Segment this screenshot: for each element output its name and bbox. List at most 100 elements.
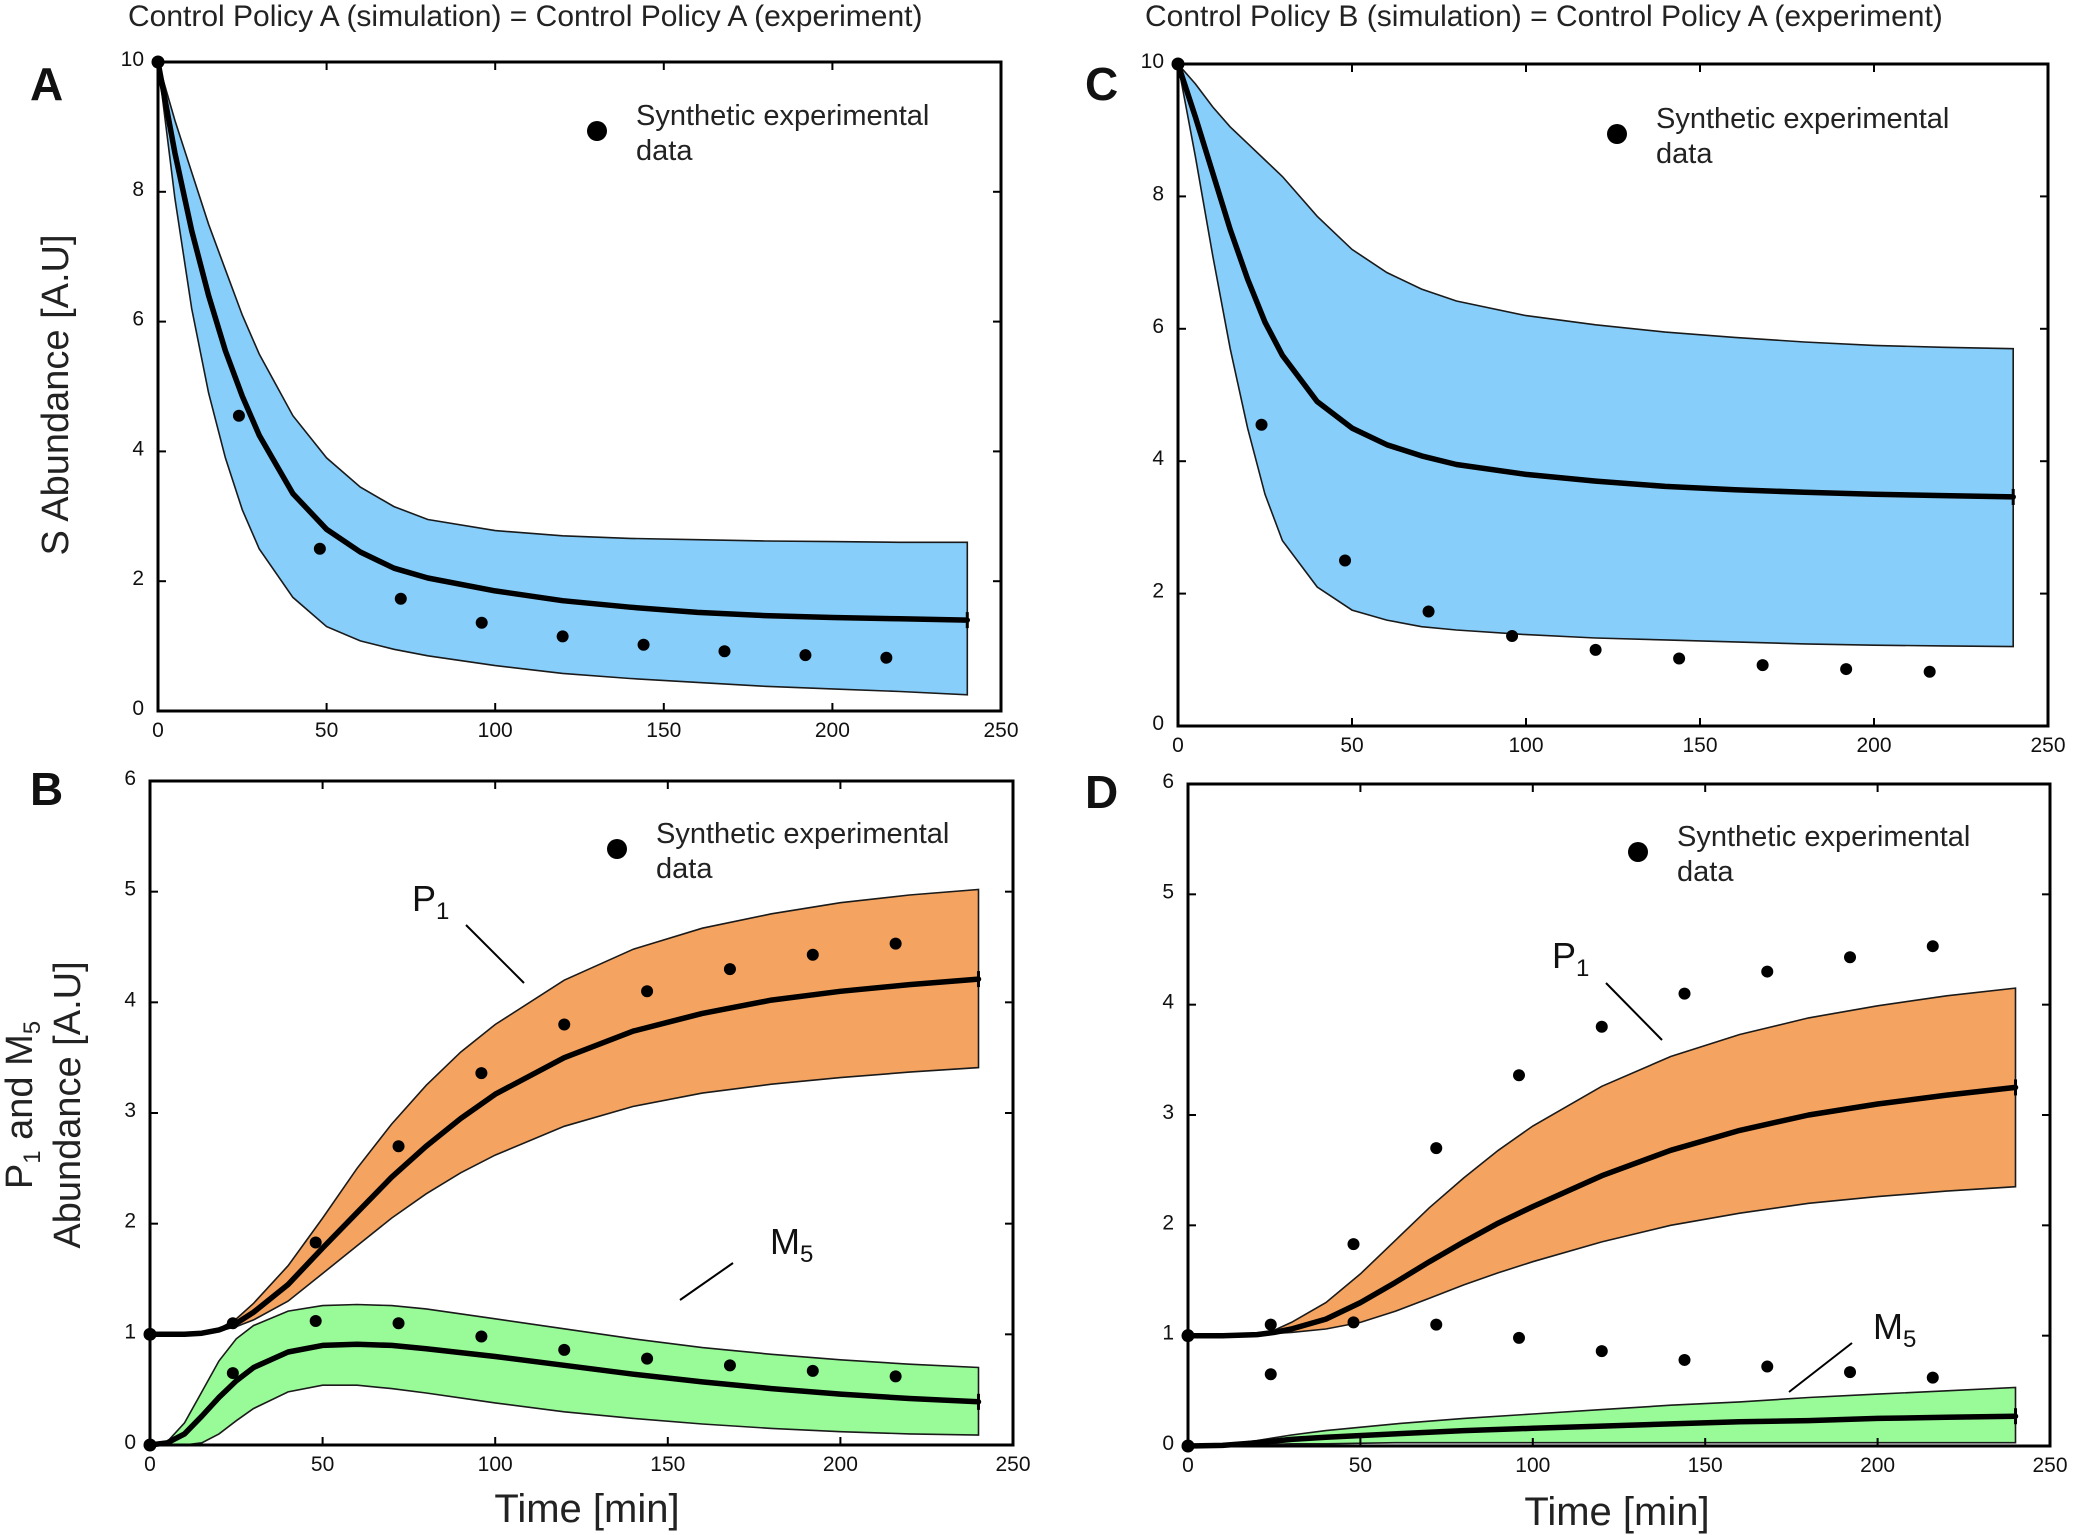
experimental-point	[1264, 1368, 1277, 1381]
x-tick-label: 50	[1349, 1454, 1372, 1477]
experimental-point	[1347, 1238, 1360, 1251]
annotation-leader-line	[1788, 1342, 1853, 1393]
plot-frame	[156, 60, 1003, 713]
mean-line-s	[1175, 61, 2016, 500]
y-tick-label: 3	[1162, 1101, 1174, 1124]
y-tick-label: 5	[124, 878, 136, 901]
left-column-heading: Control Policy A (simulation) = Control …	[128, 0, 923, 33]
y-tick-label: 8	[1152, 182, 1164, 205]
experimental-point	[475, 1330, 488, 1343]
experimental-point	[1595, 1020, 1608, 1033]
mean-line-p1	[1185, 1084, 2019, 1339]
y-tick-label: 0	[132, 697, 144, 720]
band-m5	[149, 1303, 980, 1446]
mean-line-p1	[147, 976, 982, 1338]
x-tick-label: 150	[1688, 1454, 1723, 1477]
experimental-point	[718, 645, 731, 658]
experimental-point	[392, 1317, 405, 1330]
x-tick-label: 50	[315, 719, 338, 742]
experimental-point	[1678, 1353, 1691, 1366]
x-tick-label: 250	[2032, 1454, 2067, 1477]
x-tick-label: 200	[823, 1453, 858, 1476]
x-tick-label: 250	[995, 1453, 1030, 1476]
experimental-point	[1506, 629, 1519, 642]
series-annotation-m5: M5	[1873, 1306, 1916, 1353]
experimental-point	[1673, 652, 1686, 665]
experimental-point	[1339, 554, 1352, 567]
experimental-point	[1761, 1360, 1774, 1373]
experimental-point	[1347, 1316, 1360, 1329]
panel-b-plot: 0 50 100 150 200 250 0 1 2 3 4 5 6 Synthetic experime…	[124, 767, 1030, 1476]
plot-frame	[1176, 62, 2050, 728]
y-tick-label: 0	[124, 1431, 136, 1454]
x-axis-title-right: Time [min]	[1524, 1490, 1709, 1534]
x-tick-label: 0	[144, 1453, 156, 1476]
experimental-point	[1844, 951, 1857, 964]
legend-label-line1: Synthetic experimental	[1656, 103, 1949, 135]
legend-marker	[607, 839, 627, 859]
experimental-point	[392, 1140, 405, 1153]
band-p1	[150, 888, 980, 1336]
experimental-point	[1926, 940, 1939, 953]
x-tick-label: 0	[1182, 1454, 1194, 1477]
legend-label-line1: Synthetic experimental	[656, 818, 949, 850]
legend-marker	[587, 121, 607, 141]
series-annotation-m5: M5	[770, 1221, 813, 1268]
y-tick-label: 8	[132, 178, 144, 201]
top-y-axis-title: S Abundance [A.U]	[35, 234, 77, 555]
x-tick-label: 100	[1508, 734, 1543, 757]
experimental-point	[1923, 665, 1936, 678]
band-s	[1176, 61, 2014, 648]
y-tick-label: 4	[1162, 991, 1174, 1014]
experimental-point	[1926, 1371, 1939, 1384]
y-tick-label: 6	[1152, 315, 1164, 338]
experimental-point	[880, 651, 893, 664]
experimental-point	[309, 1236, 322, 1249]
x-tick-label: 50	[1340, 734, 1363, 757]
x-tick-label: 200	[1856, 734, 1891, 757]
experimental-point	[313, 542, 326, 555]
series-annotation-p1: P1	[1552, 935, 1589, 982]
experimental-point	[1422, 605, 1435, 618]
experimental-point	[806, 948, 819, 961]
experimental-point	[889, 1370, 902, 1383]
x-tick-label: 150	[1682, 734, 1717, 757]
x-tick-label: 100	[1515, 1454, 1550, 1477]
panel-letter-d: D	[1085, 766, 1118, 818]
right-column-heading: Control Policy B (simulation) = Control …	[1145, 0, 1943, 33]
y-tick-label: 10	[1141, 50, 1164, 73]
experimental-point	[475, 1067, 488, 1080]
mean-line-m5	[147, 1341, 982, 1448]
y-tick-label: 2	[124, 1210, 136, 1233]
panel-letter-a: A	[30, 58, 63, 110]
x-axis-title-left: Time [min]	[494, 1487, 679, 1531]
experimental-point	[1678, 987, 1691, 1000]
panel-letter-b: B	[30, 763, 63, 815]
legend-marker	[1628, 842, 1648, 862]
y-tick-label: 4	[1152, 447, 1164, 470]
experimental-point	[1430, 1318, 1443, 1331]
y-tick-label: 1	[124, 1320, 136, 1343]
mean-line-s	[155, 59, 971, 623]
bottom-y-axis-title-line1: P1 and M5	[0, 1021, 46, 1189]
experimental-point	[806, 1364, 819, 1377]
experimental-point	[641, 1352, 654, 1365]
experimental-point	[558, 1343, 571, 1356]
legend-label-line1: Synthetic experimental	[636, 100, 929, 132]
experimental-point	[394, 592, 407, 605]
mean-line-m5	[1185, 1413, 2019, 1449]
y-tick-label: 0	[1152, 712, 1164, 735]
x-tick-label: 0	[152, 719, 164, 742]
legend-label-line2: data	[1677, 856, 1734, 888]
y-tick-label: 4	[124, 988, 136, 1011]
x-tick-label: 150	[646, 719, 681, 742]
panel-letter-c: C	[1085, 58, 1118, 110]
y-tick-label: 2	[1162, 1211, 1174, 1234]
y-tick-label: 1	[1162, 1322, 1174, 1345]
experimental-point	[226, 1317, 239, 1330]
y-tick-label: 0	[1162, 1432, 1174, 1455]
x-tick-label: 0	[1172, 734, 1184, 757]
x-tick-label: 200	[1860, 1454, 1895, 1477]
experimental-point	[232, 409, 245, 422]
bottom-y-axis-title-line2: Abundance [A.U]	[47, 961, 89, 1248]
